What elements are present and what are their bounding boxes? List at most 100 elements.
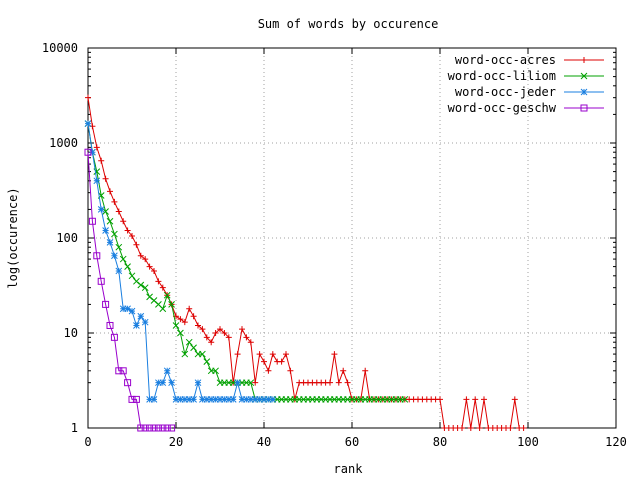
legend-label-word-occ-liliom: word-occ-liliom <box>448 69 556 83</box>
data-point-word-occ-jeder <box>168 379 175 387</box>
y-tick-label: 10 <box>64 326 78 340</box>
data-point-word-occ-acres <box>137 252 144 259</box>
y-tick-label: 100 <box>56 231 78 245</box>
data-point-word-occ-acres <box>278 358 285 365</box>
data-point-word-occ-acres <box>340 367 347 374</box>
data-point-word-occ-acres <box>511 396 518 403</box>
data-point-word-occ-acres <box>252 379 259 386</box>
data-point-word-occ-liliom <box>163 291 171 299</box>
data-point-word-occ-jeder <box>185 396 193 403</box>
data-point-word-occ-jeder <box>177 396 184 403</box>
data-point-word-occ-acres <box>124 227 131 234</box>
data-point-word-occ-geschw <box>97 277 105 285</box>
data-point-word-occ-acres <box>221 330 228 336</box>
x-tick-label: 0 <box>84 435 91 449</box>
data-point-word-occ-acres <box>331 351 338 358</box>
data-point-word-occ-acres <box>265 367 272 374</box>
data-point-word-occ-jeder <box>137 312 145 320</box>
data-point-word-occ-jeder <box>212 396 219 403</box>
data-point-word-occ-acres <box>459 425 465 431</box>
data-point-word-occ-jeder <box>111 252 118 260</box>
legend-marker-word-occ-liliom <box>580 72 588 80</box>
data-point-word-occ-jeder <box>163 367 171 375</box>
data-point-word-occ-acres <box>247 339 254 346</box>
data-point-word-occ-geschw <box>150 424 158 432</box>
data-point-word-occ-acres <box>208 339 215 346</box>
data-point-word-occ-geschw <box>159 424 167 432</box>
data-point-word-occ-jeder <box>221 396 228 403</box>
data-point-word-occ-jeder <box>159 379 167 387</box>
data-point-word-occ-acres <box>146 263 153 270</box>
data-point-word-occ-acres <box>335 379 342 386</box>
data-point-word-occ-liliom <box>119 255 127 263</box>
data-point-word-occ-geschw <box>137 424 145 432</box>
data-point-word-occ-acres <box>243 334 250 341</box>
data-point-word-occ-liliom <box>401 396 409 403</box>
data-point-word-occ-acres <box>437 396 443 403</box>
x-tick-label: 20 <box>169 435 183 449</box>
data-point-word-occ-jeder <box>260 396 268 403</box>
data-point-word-occ-liliom <box>106 217 114 225</box>
data-point-word-occ-geschw <box>132 395 140 403</box>
x-tick-label: 100 <box>517 435 539 449</box>
data-point-word-occ-geschw <box>88 217 96 225</box>
data-point-word-occ-acres <box>120 218 127 225</box>
data-point-word-occ-liliom <box>124 263 131 270</box>
y-tick-label: 1 <box>71 421 78 435</box>
data-point-word-occ-liliom <box>247 379 255 387</box>
data-point-word-occ-acres <box>261 358 267 365</box>
data-point-word-occ-acres <box>199 326 206 333</box>
data-point-word-occ-jeder <box>84 120 92 127</box>
data-point-word-occ-acres <box>159 284 166 291</box>
data-point-word-occ-acres <box>133 241 140 248</box>
y-axis-label: log(occurence) <box>6 187 20 288</box>
data-point-word-occ-liliom <box>203 358 211 365</box>
data-point-word-occ-jeder <box>194 379 202 387</box>
y-tick-label: 10000 <box>42 41 78 55</box>
legend-marker-word-occ-jeder <box>580 88 588 96</box>
data-point-word-occ-geschw <box>93 252 101 260</box>
data-point-word-occ-acres <box>129 232 135 239</box>
series-line-word-occ-geschw <box>87 152 172 429</box>
data-point-word-occ-geschw <box>106 321 114 329</box>
data-point-word-occ-acres <box>142 256 149 263</box>
data-point-word-occ-acres <box>93 144 100 151</box>
data-point-word-occ-acres <box>463 396 470 403</box>
data-point-word-occ-jeder <box>181 396 189 403</box>
data-point-word-occ-jeder <box>146 396 153 403</box>
data-point-word-occ-jeder <box>203 396 211 403</box>
data-point-word-occ-acres <box>107 188 113 195</box>
data-point-word-occ-acres <box>102 175 109 182</box>
data-point-word-occ-acres <box>476 425 483 431</box>
data-point-word-occ-jeder <box>225 396 233 403</box>
data-point-word-occ-geschw <box>146 424 154 432</box>
data-point-word-occ-liliom <box>137 281 145 289</box>
x-tick-label: 120 <box>605 435 627 449</box>
data-point-word-occ-jeder <box>256 396 263 403</box>
data-point-word-occ-jeder <box>269 396 277 403</box>
data-point-word-occ-acres <box>177 316 184 323</box>
data-point-word-occ-geschw <box>163 424 171 432</box>
data-point-word-occ-acres <box>85 94 91 101</box>
data-point-word-occ-liliom <box>212 367 219 375</box>
data-point-word-occ-jeder <box>89 148 96 156</box>
data-point-word-occ-acres <box>212 330 219 336</box>
data-point-word-occ-jeder <box>150 396 158 403</box>
data-point-word-occ-jeder <box>93 177 101 185</box>
legend-marker-word-occ-acres <box>581 57 587 63</box>
data-point-word-occ-liliom <box>185 338 193 346</box>
series-line-word-occ-liliom <box>87 123 405 400</box>
data-point-word-occ-geschw <box>128 395 136 403</box>
data-point-word-occ-acres <box>327 379 333 386</box>
data-point-word-occ-liliom <box>146 293 153 301</box>
data-point-word-occ-liliom <box>111 230 118 238</box>
data-point-word-occ-acres <box>111 198 118 205</box>
data-point-word-occ-jeder <box>229 396 237 403</box>
data-point-word-occ-acres <box>239 326 245 333</box>
data-point-word-occ-jeder <box>207 396 215 403</box>
data-point-word-occ-jeder <box>251 396 259 403</box>
data-point-word-occ-jeder <box>119 305 127 313</box>
series-line-word-occ-jeder <box>87 123 273 400</box>
data-point-word-occ-jeder <box>243 396 250 403</box>
data-point-word-occ-jeder <box>238 396 246 403</box>
